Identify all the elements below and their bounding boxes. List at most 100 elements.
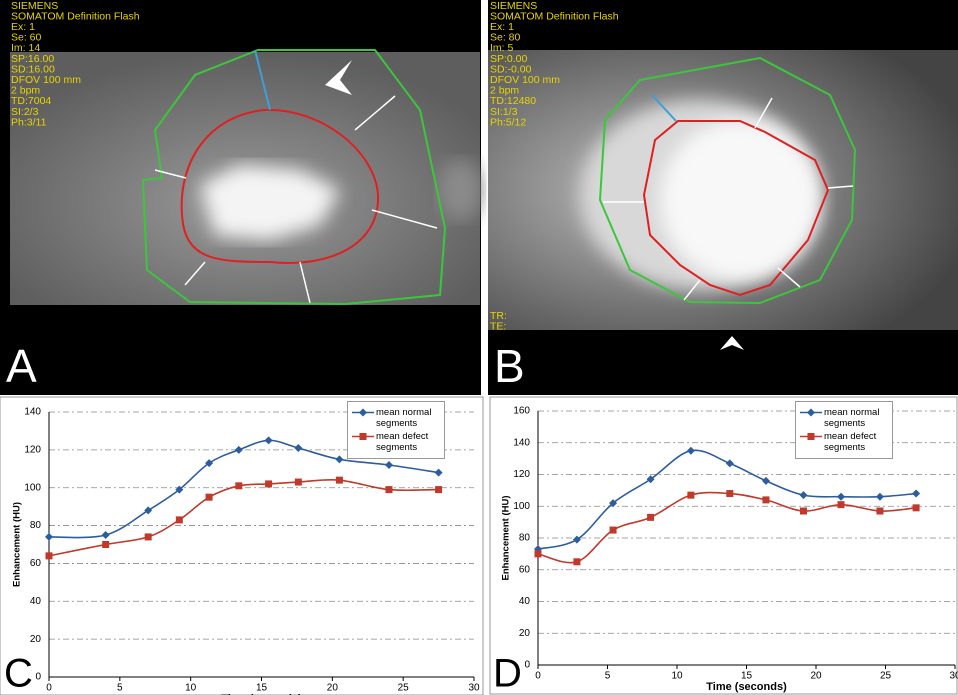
epicardial-contour (598, 56, 857, 305)
y-tick-label: 40 (519, 596, 531, 607)
overlay-text: TE: (490, 320, 506, 332)
marker (534, 550, 542, 558)
y-tick-label: 40 (30, 596, 42, 607)
endocardial-contour (642, 120, 830, 297)
overlay-text: SOMATOM Definition Flash (11, 10, 140, 22)
segment-lines (603, 97, 854, 301)
marker (205, 493, 213, 501)
overlay-text: SOMATOM Definition Flash (490, 10, 619, 22)
ct-blood-pool (200, 165, 340, 240)
segment-lines (154, 95, 438, 304)
x-tick-label: 0 (535, 671, 541, 682)
legend-label: mean normal segments (824, 407, 880, 429)
y-tick-label: 0 (524, 660, 530, 671)
overlay-text: DFOV 100 mm (11, 74, 81, 86)
panel-label: B (494, 340, 525, 392)
marker (175, 516, 183, 524)
x-tick-label: 20 (327, 683, 339, 694)
y-tick-label: 160 (513, 406, 530, 417)
legend-label: mean defect segments (376, 431, 429, 453)
arrowhead (325, 60, 352, 95)
y-tick-label: 100 (513, 501, 530, 512)
marker (45, 532, 53, 541)
overlay-text: TD:7004 (11, 95, 51, 107)
overlay-text: Im: 5 (490, 42, 513, 54)
marker (609, 526, 617, 534)
marker (572, 535, 581, 544)
overlay-text: Ex: 1 (11, 21, 35, 33)
overlay-text: SIEMENS (490, 0, 537, 12)
marker (101, 531, 110, 540)
marker (265, 480, 273, 488)
marker (205, 459, 214, 468)
x-tick-label: 25 (398, 683, 410, 694)
marker (686, 446, 695, 455)
overlay-text: SP:0.00 (490, 53, 528, 65)
marker (799, 491, 808, 500)
legend-entry: mean defect segments (352, 431, 440, 453)
overlay-text: TD:12480 (490, 95, 536, 107)
marker (807, 433, 815, 440)
legend-symbol (352, 433, 374, 440)
marker (234, 445, 243, 454)
marker (235, 482, 243, 490)
legend-entry: mean defect segments (800, 431, 888, 453)
legend: mean normal segments mean defect segments (795, 401, 893, 459)
legend-symbol (800, 433, 822, 440)
legend-symbol (352, 408, 374, 417)
marker (294, 478, 302, 486)
marker (687, 491, 695, 499)
marker (837, 501, 845, 509)
y-tick-label: 0 (35, 672, 41, 683)
overlay-text: SD:-0.00 (490, 63, 532, 75)
panel-label: A (6, 340, 37, 392)
overlay-text: Im: 14 (11, 42, 40, 54)
marker (876, 507, 884, 515)
marker (359, 433, 367, 440)
legend-entry: mean normal segments (800, 407, 888, 429)
overlay-text: SI:2/3 (11, 106, 39, 118)
marker (294, 443, 303, 452)
legend-label: mean normal segments (376, 407, 432, 429)
marker (912, 489, 921, 498)
overlay-text: SI:1/3 (490, 106, 518, 118)
y-tick-label: 140 (513, 437, 530, 448)
marker (385, 486, 393, 494)
x-tick-label: 10 (185, 683, 197, 694)
x-tick-label: 25 (880, 671, 892, 682)
y-axis-label: Enhancement (HU) (501, 496, 512, 581)
x-tick-label: 30 (468, 683, 480, 694)
overlay-text: TR: (490, 310, 507, 322)
y-tick-label: 60 (519, 564, 531, 575)
y-tick-label: 100 (24, 482, 41, 493)
marker (175, 485, 184, 494)
marker (359, 408, 367, 417)
overlay-text: SP:16.00 (11, 53, 54, 65)
marker (646, 475, 655, 484)
marker (799, 507, 807, 515)
marker (837, 492, 846, 501)
epicardial-contour (141, 49, 447, 306)
overlay-text: DFOV 100 mm (490, 74, 560, 86)
panel-label: C (4, 652, 33, 695)
x-tick-label: 15 (741, 671, 753, 682)
marker (609, 499, 618, 508)
marker (762, 496, 770, 504)
x-tick-label: 5 (117, 683, 123, 694)
x-axis-label: Time (seconds) (706, 681, 787, 693)
marker (45, 552, 53, 560)
overlay-text: Ph:3/11 (11, 116, 47, 128)
x-axis-label: Time (seconds) (221, 693, 302, 695)
y-tick-label: 20 (30, 634, 42, 645)
marker (912, 504, 920, 512)
x-tick-label: 20 (810, 671, 822, 682)
x-tick-label: 15 (256, 683, 268, 694)
marker (144, 506, 153, 515)
ct-tissue (438, 160, 482, 220)
marker (335, 455, 344, 464)
marker (726, 490, 734, 498)
overlay-text: 2 bpm (11, 85, 40, 97)
marker (435, 486, 443, 494)
